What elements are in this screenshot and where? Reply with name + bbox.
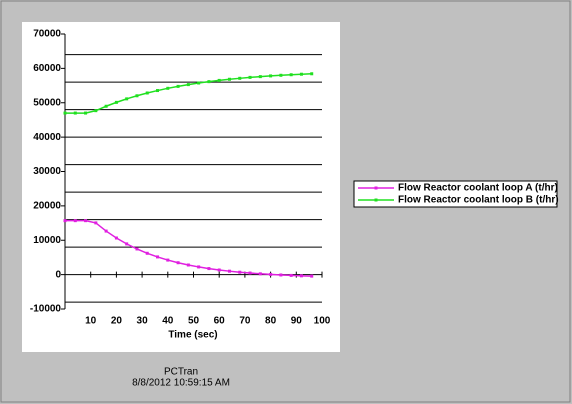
point-marker: [104, 104, 108, 108]
y-tick-label: 20000: [33, 201, 61, 212]
point-marker: [114, 236, 118, 240]
x-tick-label: 60: [214, 316, 226, 327]
point-marker: [84, 111, 88, 115]
x-tick-label: 10: [85, 316, 97, 327]
point-marker: [63, 219, 67, 223]
point-marker: [227, 269, 231, 273]
point-marker: [166, 86, 170, 90]
y-tick-label: -10000: [30, 304, 62, 315]
point-marker: [269, 272, 273, 276]
point-marker: [135, 94, 139, 98]
point-marker: [207, 267, 211, 271]
point-marker: [197, 81, 201, 85]
point-marker: [145, 91, 149, 95]
legend-label: Flow Reactor coolant loop A (t/hr): [398, 183, 558, 194]
point-marker: [94, 109, 98, 113]
x-tick-label: 40: [162, 316, 174, 327]
plot-panel: [22, 22, 340, 352]
x-tick-label: 70: [239, 316, 251, 327]
x-tick-label: 80: [265, 316, 277, 327]
point-marker: [84, 219, 88, 223]
point-marker: [207, 80, 211, 84]
point-marker: [269, 74, 273, 78]
point-marker: [176, 261, 180, 265]
point-marker: [258, 75, 262, 79]
y-tick-label: 0: [55, 269, 61, 280]
point-marker: [217, 268, 221, 272]
x-tick-label: 20: [111, 316, 123, 327]
x-tick-label: 90: [291, 316, 303, 327]
y-tick-label: 30000: [33, 166, 61, 177]
point-marker: [104, 229, 108, 233]
y-tick-label: 70000: [33, 29, 61, 40]
point-marker: [289, 73, 293, 77]
point-marker: [238, 270, 242, 274]
point-marker: [310, 72, 314, 76]
x-tick-label: 30: [137, 316, 149, 327]
point-marker: [186, 263, 190, 267]
point-marker: [227, 77, 231, 81]
x-tick-label: 50: [188, 316, 200, 327]
point-marker: [73, 111, 77, 115]
point-marker: [197, 265, 201, 269]
point-marker: [279, 273, 283, 277]
point-marker: [248, 75, 252, 79]
point-marker: [279, 73, 283, 77]
point-marker: [125, 242, 129, 246]
legend: [353, 180, 558, 208]
point-marker: [176, 84, 180, 88]
point-marker: [217, 78, 221, 82]
legend-label: Flow Reactor coolant loop B (t/hr): [398, 195, 559, 206]
legend-marker: [374, 198, 378, 202]
footer-line: 8/8/2012 10:59:15 AM: [132, 378, 230, 389]
point-marker: [258, 272, 262, 276]
y-tick-label: 60000: [33, 63, 61, 74]
y-tick-label: 10000: [33, 235, 61, 246]
point-marker: [186, 83, 190, 87]
legend-marker: [374, 186, 378, 190]
point-marker: [145, 251, 149, 255]
point-marker: [299, 72, 303, 76]
y-tick-label: 50000: [33, 97, 61, 108]
point-marker: [299, 274, 303, 278]
point-marker: [73, 219, 77, 223]
point-marker: [63, 111, 67, 115]
x-axis-label: Time (sec): [168, 330, 217, 341]
y-tick-label: 40000: [33, 132, 61, 143]
point-marker: [238, 76, 242, 80]
point-marker: [94, 221, 98, 225]
point-marker: [248, 271, 252, 275]
point-marker: [156, 89, 160, 93]
point-marker: [114, 100, 118, 104]
point-marker: [125, 97, 129, 101]
point-marker: [310, 274, 314, 278]
point-marker: [289, 273, 293, 277]
point-marker: [166, 258, 170, 262]
point-marker: [135, 247, 139, 251]
point-marker: [156, 255, 160, 259]
x-tick-label: 100: [314, 316, 331, 327]
footer-line: PCTran: [164, 367, 198, 378]
